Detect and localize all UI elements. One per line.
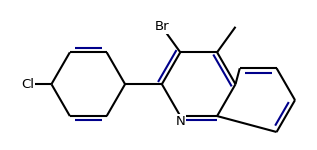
Text: Cl: Cl [22, 78, 35, 91]
Text: Br: Br [155, 20, 169, 33]
Text: N: N [175, 115, 185, 128]
